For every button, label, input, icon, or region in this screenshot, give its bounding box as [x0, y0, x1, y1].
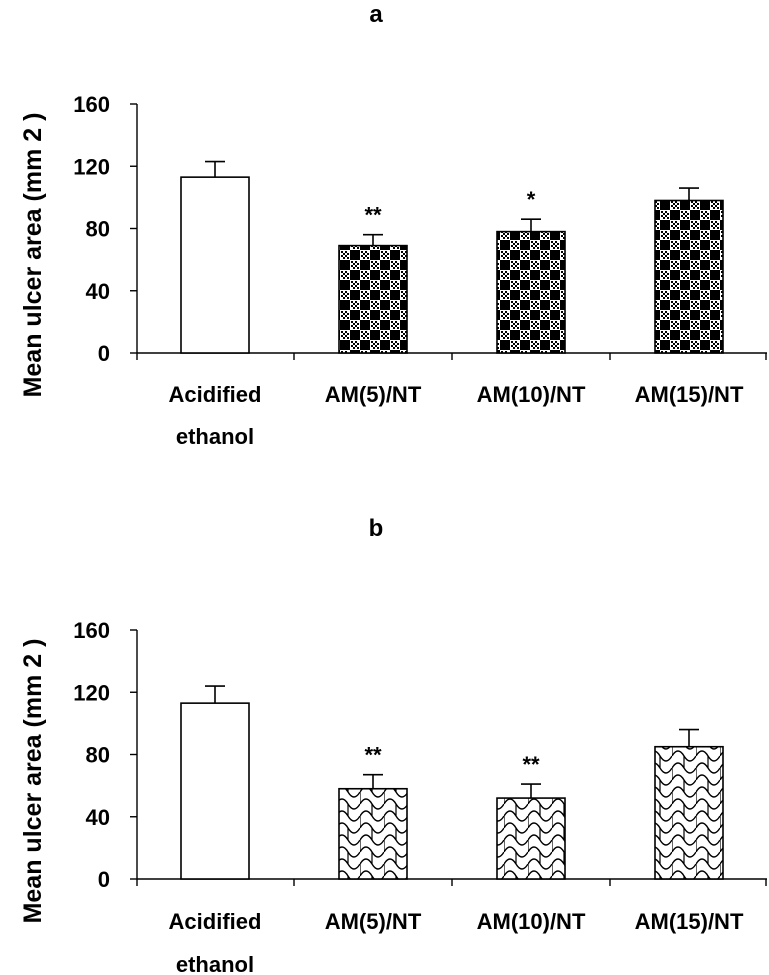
bar-3: [496, 230, 566, 354]
y-tick-label: 160: [73, 618, 110, 643]
y-tick-label: 80: [86, 743, 110, 768]
bar-1: [180, 702, 250, 880]
y-tick-label: 40: [86, 279, 110, 304]
category-label-line2: ethanol: [176, 952, 254, 975]
y-tick-label: 120: [73, 154, 110, 179]
chart-panel-b: b Mean ulcer area (mm 2 ) 0 40 80 120 160 Acidi…: [19, 515, 767, 975]
y-tick-label: 0: [98, 341, 110, 366]
category-label: AM(15)/NT: [635, 382, 744, 407]
bar-1: [180, 176, 250, 354]
category-label: AM(5)/NT: [325, 382, 422, 407]
bar-4: [654, 199, 724, 354]
y-tick-label: 120: [73, 680, 110, 705]
panel-label: a: [369, 1, 383, 28]
category-label: AM(10)/NT: [477, 909, 586, 934]
y-tick-label: 160: [73, 92, 110, 117]
category-label-line2: ethanol: [176, 424, 254, 449]
category-label: AM(15)/NT: [635, 909, 744, 934]
panel-label: b: [369, 515, 384, 542]
category-label: Acidified: [169, 909, 262, 934]
chart-panel-a: a Mean ulcer area (mm 2 ) 0 40 80 120 160 Acidi…: [19, 1, 767, 449]
y-tick-label: 0: [98, 867, 110, 892]
bar-3: [496, 797, 566, 880]
y-axis-title: Mean ulcer area (mm 2 ): [19, 639, 47, 924]
bar-2: [338, 787, 408, 880]
bar-2: [338, 244, 408, 354]
y-tick-label: 40: [86, 805, 110, 830]
bar-4: [654, 745, 724, 880]
category-label: AM(5)/NT: [325, 909, 422, 934]
significance-marker: *: [527, 187, 536, 212]
significance-marker: **: [364, 743, 382, 768]
category-label: Acidified: [169, 382, 262, 407]
y-tick-label: 80: [86, 217, 110, 242]
y-axis-title: Mean ulcer area (mm 2 ): [19, 113, 47, 398]
significance-marker: **: [522, 752, 540, 777]
category-label: AM(10)/NT: [477, 382, 586, 407]
significance-marker: **: [364, 203, 382, 228]
